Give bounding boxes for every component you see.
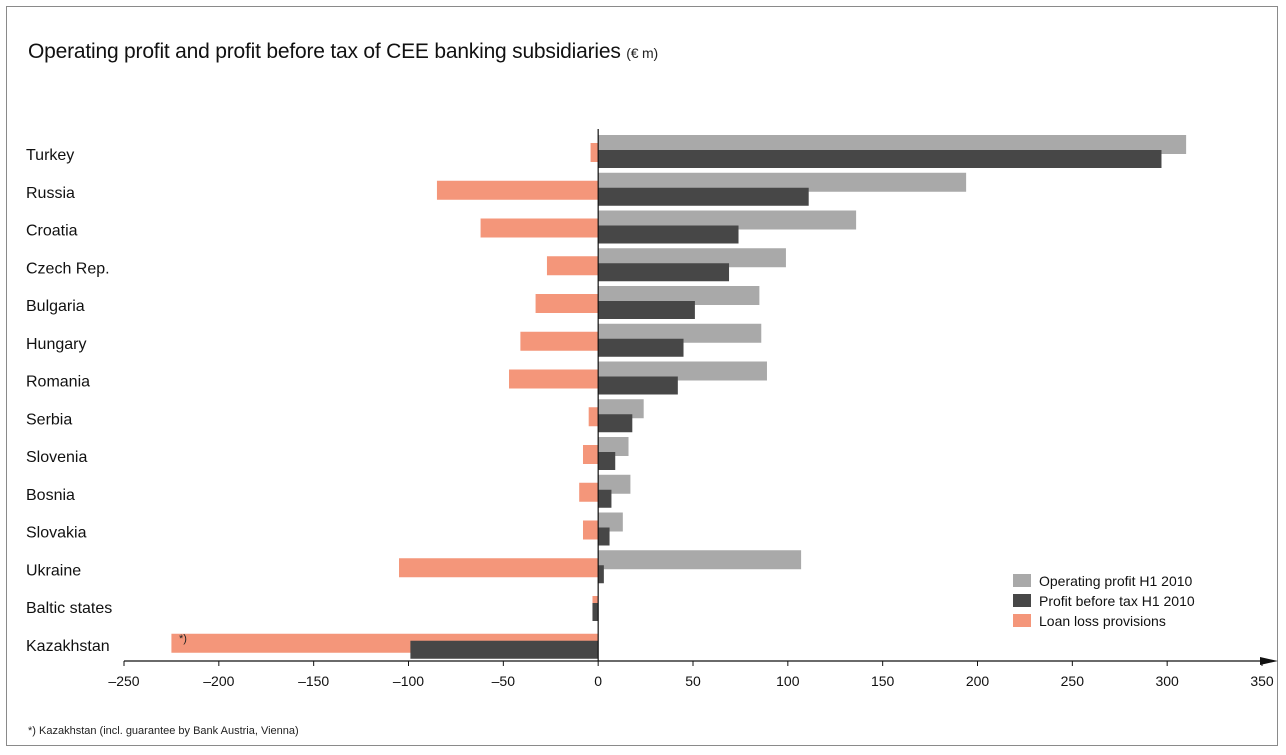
x-tick-label: 250 xyxy=(1061,673,1085,689)
x-tick-label: 300 xyxy=(1155,673,1179,689)
category-label: Kazakhstan xyxy=(26,638,110,655)
category-label: Serbia xyxy=(26,411,72,428)
legend-swatch xyxy=(1013,614,1031,627)
bar-profit-before-tax xyxy=(598,452,616,470)
category-label: Hungary xyxy=(26,336,86,353)
x-tick-label: 50 xyxy=(685,673,701,689)
bar-loan-loss-provisions xyxy=(399,558,599,578)
bar-profit-before-tax xyxy=(598,225,739,244)
bar-loan-loss-provisions xyxy=(509,369,599,389)
bar-operating-profit xyxy=(598,210,857,230)
bar-operating-profit xyxy=(598,437,629,456)
bar-profit-before-tax xyxy=(598,565,604,584)
category-label: Russia xyxy=(26,185,75,202)
x-tick-label: 350 xyxy=(1250,673,1274,689)
bar-loan-loss-provisions xyxy=(582,445,599,464)
category-label: Turkey xyxy=(26,147,74,164)
x-tick-label: 0 xyxy=(594,673,602,689)
category-label: Romania xyxy=(26,374,90,391)
x-tick-label: –100 xyxy=(393,673,424,689)
category-label: Slovakia xyxy=(26,525,87,542)
annotation-label: *) xyxy=(179,633,187,645)
chart-title-unit: (€ m) xyxy=(626,45,658,61)
bar-profit-before-tax xyxy=(598,489,612,508)
bar-loan-loss-provisions xyxy=(546,256,599,276)
x-tick-label: 100 xyxy=(776,673,800,689)
legend-label: Profit before tax H1 2010 xyxy=(1039,593,1195,609)
footnote: *) Kazakhstan (incl. guarantee by Bank A… xyxy=(28,725,299,737)
bar-loan-loss-provisions xyxy=(535,294,599,313)
bar-loan-loss-provisions xyxy=(520,331,599,351)
bar-loan-loss-provisions xyxy=(590,143,599,162)
chart-title-text: Operating profit and profit before tax o… xyxy=(28,40,621,63)
chart-title: Operating profit and profit before tax o… xyxy=(28,40,658,64)
bar-profit-before-tax xyxy=(598,338,684,357)
x-tick-label: –200 xyxy=(203,673,234,689)
bar-operating-profit xyxy=(598,172,967,192)
category-label: Slovenia xyxy=(26,449,87,466)
legend-swatch xyxy=(1013,574,1031,587)
legend-label: Loan loss provisions xyxy=(1039,613,1166,629)
bar-operating-profit xyxy=(598,399,644,419)
bar-profit-before-tax xyxy=(598,263,730,282)
bar-operating-profit xyxy=(598,512,623,532)
bar-profit-before-tax xyxy=(598,527,610,546)
bar-loan-loss-provisions xyxy=(588,407,599,427)
bar-operating-profit xyxy=(598,550,802,570)
bar-loan-loss-provisions xyxy=(480,218,599,238)
bar-operating-profit xyxy=(598,135,1187,154)
bar-profit-before-tax xyxy=(598,150,1162,168)
bar-operating-profit xyxy=(598,323,762,343)
x-tick-label: 200 xyxy=(966,673,990,689)
category-label: Ukraine xyxy=(26,562,81,579)
bar-operating-profit xyxy=(598,248,786,268)
bar-profit-before-tax xyxy=(592,603,599,621)
bar-operating-profit xyxy=(598,361,767,381)
x-tick-label: –250 xyxy=(108,673,139,689)
legend-label: Operating profit H1 2010 xyxy=(1039,573,1193,589)
category-label: Croatia xyxy=(26,223,78,240)
category-label: Bulgaria xyxy=(26,298,85,315)
category-label: Bosnia xyxy=(26,487,75,504)
bar-loan-loss-provisions xyxy=(582,520,599,540)
bar-loan-loss-provisions xyxy=(436,180,599,200)
bar-operating-profit xyxy=(598,286,760,305)
x-tick-label: –150 xyxy=(298,673,329,689)
bar-operating-profit xyxy=(598,474,631,494)
x-axis-arrow xyxy=(1260,657,1278,665)
legend-swatch xyxy=(1013,594,1031,607)
bar-loan-loss-provisions xyxy=(579,482,599,502)
bar-profit-before-tax xyxy=(598,376,678,395)
bar-profit-before-tax xyxy=(410,640,599,659)
category-label: Czech Rep. xyxy=(26,260,110,277)
bar-profit-before-tax xyxy=(598,301,695,319)
x-tick-label: –50 xyxy=(492,673,516,689)
category-label: Baltic states xyxy=(26,600,112,617)
bar-profit-before-tax xyxy=(598,414,633,433)
bar-profit-before-tax xyxy=(598,187,809,206)
x-tick-label: 150 xyxy=(871,673,895,689)
